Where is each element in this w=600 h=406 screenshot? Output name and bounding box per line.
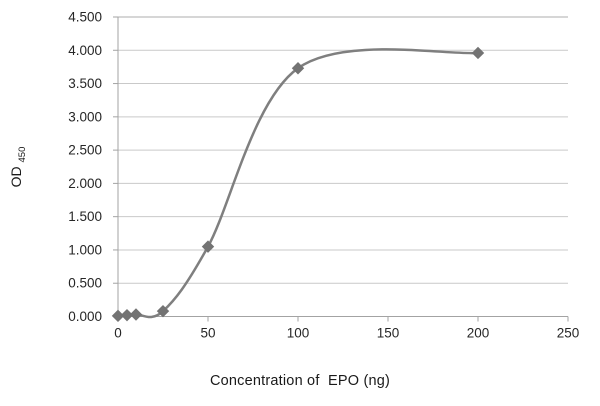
y-tick-label: 1.000 [68,242,102,257]
y-tick-label: 0.500 [68,276,102,291]
y-tick-label: 3.000 [68,109,102,124]
y-tick-label: 4.500 [68,10,102,25]
data-point-marker [156,304,170,318]
y-axis-title-subscript: 450 [16,146,28,163]
y-tick-label: 0.000 [68,309,102,324]
x-tick-label: 0 [114,326,122,341]
data-point-marker [129,308,143,321]
data-point-marker [111,309,125,323]
x-tick-label: 150 [377,326,400,341]
y-tick-label: 3.500 [68,76,102,91]
y-tick-label: 2.500 [68,143,102,158]
y-tick-label: 2.000 [68,176,102,191]
data-point-marker [471,46,485,60]
x-tick-label: 200 [467,326,490,341]
x-tick-label: 50 [200,326,215,341]
x-axis-title: Concentration of EPO (ng) [209,373,391,389]
x-tick-label: 100 [287,326,310,341]
y-tick-label: 4.000 [68,43,102,58]
y-axis-title: OD 450 [8,127,30,207]
x-tick-label: 250 [557,326,580,341]
data-point-marker [120,308,134,322]
data-point-marker [291,62,305,75]
data-point-marker [201,240,215,253]
y-axis-title-text: OD [8,166,24,188]
y-tick-label: 1.500 [68,209,102,224]
